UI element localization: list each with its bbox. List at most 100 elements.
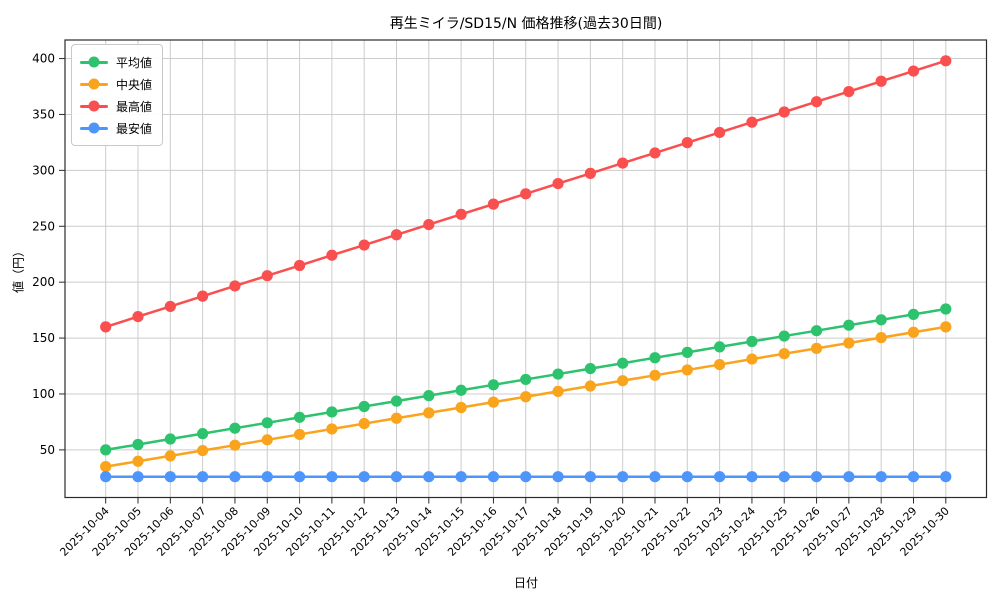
- axis-ticks: [59, 58, 947, 504]
- chart-title: 再生ミイラ/SD15/N 価格推移(過去30日間): [389, 16, 663, 32]
- data-point: [714, 358, 726, 371]
- data-point: [778, 330, 790, 342]
- data-point: [843, 85, 855, 98]
- data-point: [552, 385, 564, 397]
- gridlines: [65, 40, 987, 498]
- data-point: [649, 147, 661, 159]
- legend-marker-max: [80, 100, 108, 112]
- legend-dot-icon: [88, 100, 100, 112]
- series-max: [100, 55, 952, 333]
- y-axis-label: 値（円）: [11, 244, 26, 294]
- legend-dot-icon: [88, 56, 100, 68]
- legend-label: 最高値: [116, 99, 153, 114]
- y-tick-label: 50: [40, 443, 55, 457]
- data-point: [197, 290, 209, 302]
- data-point: [229, 471, 241, 483]
- data-point: [649, 352, 661, 364]
- legend-item-min: 最安値: [80, 117, 152, 139]
- data-point: [261, 270, 273, 282]
- data-point: [746, 116, 758, 128]
- data-point: [810, 471, 823, 483]
- data-point: [293, 471, 306, 483]
- data-point: [843, 337, 855, 349]
- data-point: [681, 137, 693, 149]
- data-point: [714, 126, 726, 139]
- data-point: [326, 249, 338, 261]
- data-point: [164, 433, 176, 445]
- legend-label: 最安値: [116, 121, 153, 136]
- data-point: [455, 471, 467, 483]
- data-point: [293, 411, 306, 423]
- data-point: [940, 471, 952, 483]
- data-point: [681, 364, 693, 376]
- data-point: [649, 369, 661, 381]
- data-point: [714, 341, 726, 353]
- data-point: [229, 439, 241, 451]
- data-point: [390, 229, 403, 241]
- data-point: [132, 438, 144, 451]
- y-tick-label: 100: [32, 387, 55, 401]
- data-point: [778, 471, 790, 483]
- x-axis-label: 日付: [513, 576, 538, 590]
- legend-marker-min: [80, 122, 108, 134]
- data-point: [649, 471, 661, 483]
- legend-dot-icon: [88, 122, 100, 134]
- data-point: [358, 471, 370, 483]
- data-point: [584, 380, 596, 392]
- data-point: [229, 280, 241, 292]
- data-point: [293, 259, 306, 272]
- data-point: [875, 332, 887, 344]
- data-point: [843, 319, 855, 331]
- data-point: [746, 353, 758, 365]
- series-average: [100, 303, 952, 456]
- data-point: [520, 373, 532, 386]
- legend-item-median: 中央値: [80, 73, 152, 95]
- data-point: [164, 471, 176, 483]
- data-point: [358, 417, 370, 430]
- legend-item-average: 平均値: [80, 51, 152, 73]
- data-point: [940, 55, 952, 67]
- series-median: [100, 321, 952, 473]
- y-tick-label: 150: [32, 331, 55, 345]
- data-point: [617, 375, 629, 387]
- data-point: [907, 471, 920, 483]
- data-point: [681, 346, 693, 358]
- data-point: [487, 471, 500, 483]
- data-point: [520, 391, 532, 403]
- series-min: [100, 471, 952, 483]
- data-point: [875, 471, 887, 483]
- data-point: [520, 188, 532, 200]
- data-point: [261, 417, 273, 429]
- data-point: [617, 157, 629, 169]
- data-point: [584, 362, 596, 375]
- data-point: [810, 96, 823, 108]
- data-point: [714, 471, 726, 483]
- data-point: [455, 208, 467, 220]
- data-point: [487, 379, 500, 391]
- legend-item-max: 最高値: [80, 95, 152, 117]
- data-point: [423, 471, 435, 483]
- data-point: [197, 444, 209, 457]
- data-point: [552, 368, 564, 380]
- data-point: [940, 321, 952, 333]
- y-tick-label: 200: [32, 275, 55, 289]
- data-point: [778, 106, 790, 118]
- data-point: [164, 450, 176, 462]
- y-tick-label: 400: [32, 52, 55, 66]
- data-point: [326, 423, 338, 435]
- data-point: [100, 471, 112, 483]
- data-point: [843, 471, 855, 483]
- data-point: [778, 348, 790, 360]
- legend: 平均値 中央値最高値最安値: [71, 44, 164, 146]
- legend-marker-average: [80, 56, 108, 68]
- legend-dot-icon: [88, 78, 100, 90]
- data-point: [390, 412, 403, 424]
- y-tick-label: 250: [32, 219, 55, 233]
- data-point: [326, 406, 338, 418]
- data-point: [907, 308, 920, 320]
- data-point: [552, 177, 564, 190]
- data-point: [940, 303, 952, 315]
- data-point: [358, 239, 370, 251]
